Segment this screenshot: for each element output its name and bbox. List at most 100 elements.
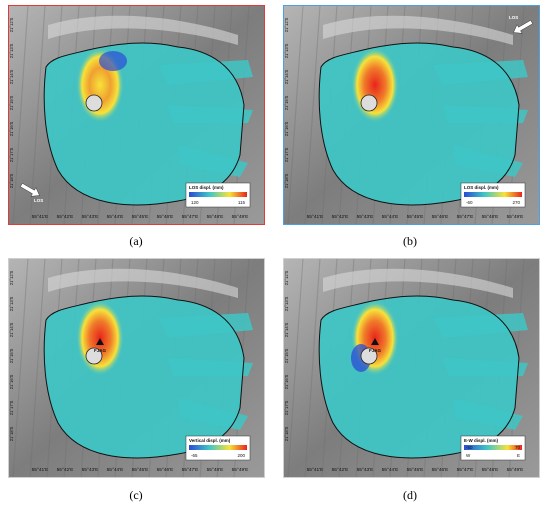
legend-colorbar	[189, 192, 247, 197]
gps-station-label: FJAG	[369, 348, 382, 353]
legend-max-value: 70	[515, 445, 521, 450]
ridge-highlight	[48, 15, 238, 46]
flank-displacement	[433, 313, 528, 338]
legend-max-label: 115	[238, 200, 246, 205]
caption-c: (c)	[129, 488, 143, 502]
longitude-tick-label: 55°45'E	[407, 214, 424, 220]
caption-b: (b)	[403, 234, 417, 248]
latitude-tick-label: 21°13'S	[284, 44, 289, 59]
longitude-tick-label: 55°46'E	[157, 467, 174, 473]
longitude-tick-label: 55°46'E	[432, 467, 449, 473]
ridge-highlight	[323, 268, 513, 298]
longitude-tick-label: 55°45'E	[132, 467, 149, 473]
latitude-tick-label: 21°15'S	[9, 349, 14, 364]
longitude-tick-label: 55°43'E	[357, 467, 374, 473]
colorbar-legend: LOS displ. (mm) 120 115	[185, 182, 251, 208]
los-label: LOS	[509, 15, 518, 20]
latitude-tick-label: 21°14'S	[9, 70, 14, 85]
summit-crater	[85, 347, 103, 365]
longitude-tick-label: 55°42'E	[332, 214, 349, 220]
relief-streak	[287, 5, 304, 225]
caldera-rim	[318, 295, 520, 459]
flank-displacement	[178, 145, 248, 177]
longitude-tick-label: 55°45'E	[132, 214, 149, 220]
relief-streak	[12, 258, 29, 478]
ridge-highlight	[48, 268, 238, 298]
legend-min-label: -60	[466, 200, 473, 205]
legend-min-label: 120	[191, 200, 199, 205]
map-panel-c: 21°12'S 21°13'S 21°14'S 21°15'S 21°16'S 21°17…	[8, 258, 265, 478]
flank-displacement	[168, 358, 253, 376]
colorbar-legend: Vertical displ. (mm) -65 200	[185, 435, 251, 461]
relief-streak	[12, 5, 29, 225]
caption-d: (d)	[403, 488, 417, 502]
relief-streak	[304, 258, 321, 478]
longitude-tick-label: 55°47'E	[182, 467, 199, 473]
longitude-tick-label: 55°48'E	[482, 467, 499, 473]
latitude-tick-label: 21°18'S	[9, 174, 14, 189]
longitude-tick-label: 55°42'E	[57, 214, 74, 220]
latitude-tick-label: 21°18'S	[284, 174, 289, 189]
longitude-tick-label: 55°41'E	[32, 467, 49, 473]
map-panel-d: 21°12'S 21°13'S 21°14'S 21°15'S 21°16'S 21°17…	[283, 258, 540, 478]
longitude-tick-label: 55°49'E	[507, 214, 524, 220]
longitude-tick-label: 55°45'E	[407, 467, 424, 473]
summit-crater	[360, 94, 378, 112]
panel-border	[8, 258, 265, 478]
latitude-tick-label: 21°13'S	[9, 297, 14, 312]
latitude-tick-label: 21°17'S	[284, 148, 289, 163]
longitude-tick-label: 55°41'E	[32, 214, 49, 220]
legend-min-label: W	[466, 453, 471, 458]
legend-max-label: 270	[512, 200, 520, 205]
los-arrow-icon	[20, 182, 40, 197]
longitude-tick-label: 55°44'E	[107, 214, 124, 220]
longitude-tick-label: 55°48'E	[482, 214, 499, 220]
legend-min-value: -50	[466, 445, 473, 450]
gps-station-icon	[371, 338, 379, 345]
latitude-tick-label: 21°15'S	[284, 349, 289, 364]
caldera-rim	[43, 42, 245, 206]
longitude-tick-label: 55°46'E	[432, 214, 449, 220]
relief-streak	[304, 5, 321, 225]
legend-colorbar	[189, 445, 247, 450]
legend-title: Vertical displ. (mm)	[189, 438, 231, 443]
los-arrow	[20, 182, 40, 197]
latitude-tick-label: 21°14'S	[9, 323, 14, 338]
legend-colorbar	[464, 192, 522, 197]
latitude-tick-label: 21°17'S	[9, 401, 14, 416]
longitude-tick-label: 55°49'E	[232, 467, 249, 473]
map-svg-c: 21°12'S 21°13'S 21°14'S 21°15'S 21°16'S 21°17…	[8, 258, 265, 478]
legend-max-label: E	[517, 453, 520, 458]
legend-title: E-W displ. (mm)	[464, 438, 498, 443]
panel-border	[283, 5, 540, 225]
summit-crater	[360, 347, 378, 365]
negative-displacement-lobe	[99, 51, 127, 71]
legend-title: LOS displ. (mm)	[189, 185, 224, 190]
longitude-tick-label: 55°41'E	[307, 214, 324, 220]
latitude-tick-label: 21°12'S	[284, 18, 289, 33]
map-svg-d: 21°12'S 21°13'S 21°14'S 21°15'S 21°16'S 21°17…	[283, 258, 540, 478]
flank-displacement	[168, 105, 253, 123]
longitude-tick-label: 55°43'E	[82, 214, 99, 220]
latitude-tick-label: 21°15'S	[9, 96, 14, 111]
longitude-tick-label: 55°44'E	[107, 467, 124, 473]
latitude-tick-label: 21°18'S	[9, 427, 14, 442]
map-svg-b: 21°12'S 21°13'S 21°14'S 21°15'S 21°16'S 21°17…	[283, 5, 540, 225]
longitude-tick-label: 55°47'E	[457, 214, 474, 220]
flank-displacement	[443, 358, 528, 376]
flank-displacement	[453, 145, 523, 177]
relief-streak	[29, 258, 46, 478]
map-panel-b: 21°12'S 21°13'S 21°14'S 21°15'S 21°16'S 21°17…	[283, 5, 540, 225]
ridge-highlight	[323, 15, 513, 46]
longitude-tick-label: 55°48'E	[207, 467, 224, 473]
latitude-tick-label: 21°12'S	[9, 271, 14, 286]
longitude-tick-label: 55°46'E	[157, 214, 174, 220]
map-panel-a: 21°12'S 21°13'S 21°14'S 21°15'S 21°16'S 21°17…	[8, 5, 265, 225]
latitude-tick-label: 21°16'S	[284, 122, 289, 137]
flank-displacement	[433, 60, 528, 85]
longitude-tick-label: 55°44'E	[382, 214, 399, 220]
latitude-tick-label: 21°16'S	[284, 375, 289, 390]
longitude-tick-label: 55°48'E	[207, 214, 224, 220]
latitude-tick-label: 21°14'S	[284, 323, 289, 338]
summit-crater	[85, 94, 103, 112]
